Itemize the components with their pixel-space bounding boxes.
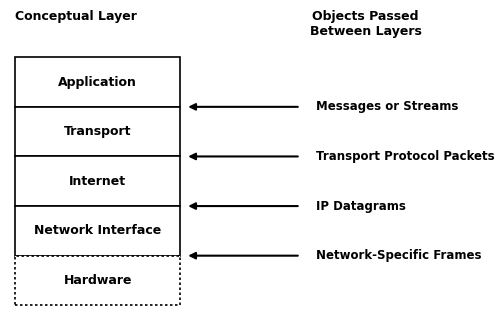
Bar [15, 107, 180, 156]
Bar [15, 156, 180, 206]
Text: Network-Specific Frames: Network-Specific Frames [316, 249, 481, 262]
Text: Hardware: Hardware [64, 274, 132, 287]
Text: Messages or Streams: Messages or Streams [316, 100, 458, 113]
Text: IP Datagrams: IP Datagrams [316, 200, 405, 212]
Text: Transport: Transport [64, 125, 131, 138]
Text: Conceptual Layer: Conceptual Layer [15, 10, 137, 23]
Text: Internet: Internet [69, 175, 126, 188]
Bar [15, 256, 180, 305]
Bar [15, 57, 180, 107]
Text: Application: Application [58, 76, 137, 88]
Bar [15, 206, 180, 256]
Text: Objects Passed
Between Layers: Objects Passed Between Layers [310, 10, 422, 38]
Text: Transport Protocol Packets: Transport Protocol Packets [316, 150, 494, 163]
Text: Network Interface: Network Interface [34, 225, 161, 237]
